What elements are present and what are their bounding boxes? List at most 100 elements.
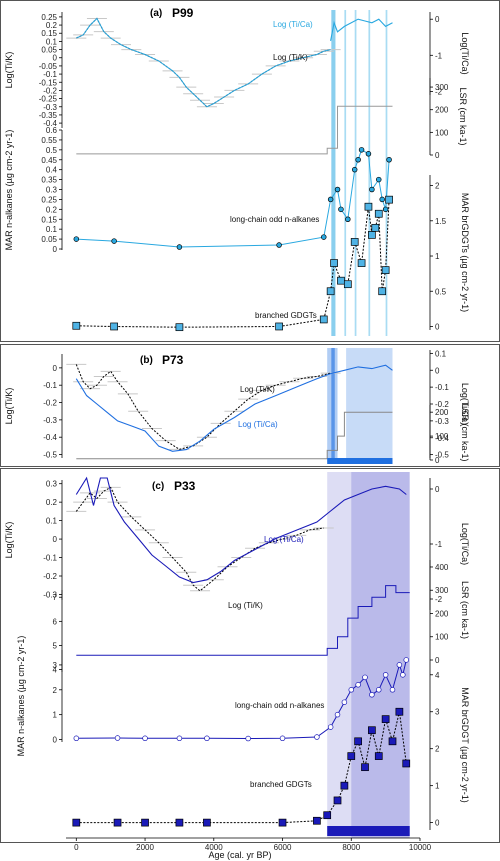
panel-b-y-right-top-tick-label: -0.1 (435, 383, 449, 392)
panel-a-nalk-annotation: long-chain odd n-alkanes (230, 215, 319, 224)
panel-c-gdgt-point (354, 737, 362, 746)
panel-b-tik-line (75, 364, 331, 450)
panel-a-gdgt-point (326, 287, 335, 296)
panel-c-nalk-point (362, 674, 368, 681)
panel-c-tica-annotation: Log (Ti/Ca) (264, 535, 304, 544)
panel-a-y-left-tick-label: 0.1 (46, 37, 58, 46)
shade-a-band (344, 10, 347, 336)
panel-a-y-right-mar-tick-label: 1 (435, 252, 440, 261)
panel-a-nalk-point (355, 157, 361, 163)
panel-a-y-left-mar-tick-label: 0.25 (41, 195, 57, 204)
panel-c-y-right-lsr-tick-label: 400 (435, 563, 449, 572)
panel-a-gdgt-point (275, 322, 283, 331)
panel-c-gdgt-point (347, 752, 356, 760)
panel-b-tica-line (75, 364, 393, 452)
panel-c-y-right-top-tick-label: -2 (435, 595, 443, 604)
panel-b-y-right-lsr-title: LSR (cm ka-1) (460, 403, 470, 461)
panel-c-y-right-mar-tick-label: 2 (435, 745, 440, 754)
panel-a-shading (331, 10, 388, 336)
panel-a-y-left-tick-label: -0.05 (39, 62, 58, 71)
panel-a-gdgt-point (175, 323, 184, 332)
panel-c-y-right-lsr-tick-label: 0 (435, 656, 440, 665)
panel-c-gdgt-point (278, 818, 287, 827)
shade-a-band (331, 10, 336, 336)
panel-b-frame (0, 344, 500, 467)
panel-c-y-left-mar-tick-label: 1 (53, 711, 58, 720)
panel-a-tica-annotation: Log (Ti/Ca) (273, 20, 313, 29)
x-axis-tick-label: 0 (74, 843, 79, 852)
panel-c-nalk-annotation: long-chain odd n-alkanes (235, 701, 324, 710)
panel-a-y-left-mar-tick-label: 0.4 (46, 166, 58, 175)
panel-a-y-left-tick-label: -0.3 (43, 103, 57, 112)
panel-a-y-right-lsr-tick-label: 200 (435, 106, 449, 115)
panel-c-tik-line (75, 486, 324, 592)
panel-c-nalk-point (142, 735, 148, 742)
panel-a-tik-blue-line (76, 17, 331, 108)
panel-a-gdgt-point (385, 195, 393, 204)
panel-c-gdgt-point (323, 811, 332, 820)
panel-a-y-left-mar-title: MAR n-alkanes (µg cm-2 yr-1) (4, 130, 14, 251)
panel-c-nalk-point (341, 699, 348, 705)
panel-c-gdgt-point (388, 737, 397, 746)
panel-b-bottom-bar (327, 458, 393, 464)
panel-a-y-right-mar-tick-label: 0.5 (435, 287, 447, 296)
panel-a-gdgt-point (337, 276, 345, 285)
panel-c-y-right-lsr-tick-label: 300 (435, 586, 449, 595)
panel-a-y-right-top-tick-label: -1 (435, 51, 443, 60)
panel-c-gdgt-annotation: branched GDGTs (250, 780, 312, 789)
panel-a-tik-line (76, 17, 331, 108)
panel-c-y-right-top-tick-label: -1 (435, 540, 443, 549)
panel-a-nalk-point (73, 236, 80, 242)
axes-layer: -0.4-0.35-0.3-0.25-0.2-0.15-0.1-0.0500.0… (4, 12, 470, 852)
panel-b-shading (327, 348, 393, 462)
panel-c-bottom-bar (327, 826, 410, 836)
panel-c-nalk-point (334, 711, 341, 718)
panel-a-nalk-point (345, 216, 351, 223)
panel-a-y-left-mar-tick-label: 0.45 (41, 156, 57, 165)
panel-a-y-right-top-tick-label: 0 (435, 15, 440, 24)
panel-c-gdgt-point (340, 781, 349, 790)
panel-a-nalk-point (321, 234, 327, 240)
panel-a-y-right-top-title: Log(Ti/Ca) (460, 32, 470, 74)
panel-b-y-left-tick-label: -0.4 (43, 433, 57, 442)
panel-b-tica-annotation: Log (Ti/Ca) (238, 420, 278, 429)
panel-c-nalk-point (369, 692, 375, 698)
panel-c-y-left-mar-upper-tick-label: 6 (53, 617, 58, 626)
series-layer (66, 17, 411, 836)
shade-b-band (331, 348, 335, 462)
panel-c-y-left-mar-upper-tick-label: 5 (53, 641, 58, 650)
panel-b-y-left-tick-label: -0.2 (43, 399, 57, 408)
panel-a-gdgt-point (343, 280, 352, 289)
shade-b-band (346, 348, 393, 462)
panel-c-y-left-title: Log(Ti/K) (4, 522, 14, 559)
panel-c-y-left-tick-label: -0.1 (43, 554, 57, 563)
panel-a-y-left-tick-label: 0.2 (46, 21, 58, 30)
panel-a-y-left-mar-tick-label: 0.15 (41, 215, 57, 224)
panel-b-y-right-lsr-tick-label: 0 (435, 456, 440, 465)
panel-a-gdgt-point (364, 202, 373, 211)
panel-c-nalk-point (279, 735, 286, 742)
panel-a-y-right-mar-tick-label: 0 (435, 322, 440, 331)
panel-c-nalk-point (176, 735, 183, 742)
panel-c-gdgt-point (361, 763, 369, 772)
panel-c-y-left-tick-label: 0.3 (46, 480, 58, 489)
panel-c-y-left-mar-title: MAR n-alkanes (µg cm-2 yr-1) (16, 636, 26, 757)
panel-b-tik-annotation: Log (Ti/K) (240, 385, 275, 394)
panel-c-y-right-mar-tick-label: 4 (435, 671, 440, 680)
panel-a-nalk-point (176, 244, 183, 250)
panel-c-tica-line (75, 476, 407, 584)
panel-a-y-left-tick-label: -0.1 (43, 70, 57, 79)
panel-a-nalk-point (376, 176, 382, 183)
x-axis-tick-label: 4000 (205, 843, 223, 852)
panel-c-gdgt-point (333, 796, 342, 805)
panel-c-y-left-tick-label: 0 (53, 535, 58, 544)
panel-b-y-left-tick-label: -0.3 (43, 416, 57, 425)
panel-a-y-left-mar-tick-label: 0.35 (41, 176, 57, 185)
panel-a-gdgt-line (76, 199, 390, 328)
panel-c-y-left-mar-tick-label: 0 (53, 736, 58, 745)
panel-c-tik-annotation: Log (Ti/K) (228, 601, 263, 610)
panel-c-core: P33 (174, 479, 196, 493)
panel-c-y-left-tick-label: 0.2 (46, 498, 58, 507)
panel-a-tica-line (330, 18, 393, 42)
